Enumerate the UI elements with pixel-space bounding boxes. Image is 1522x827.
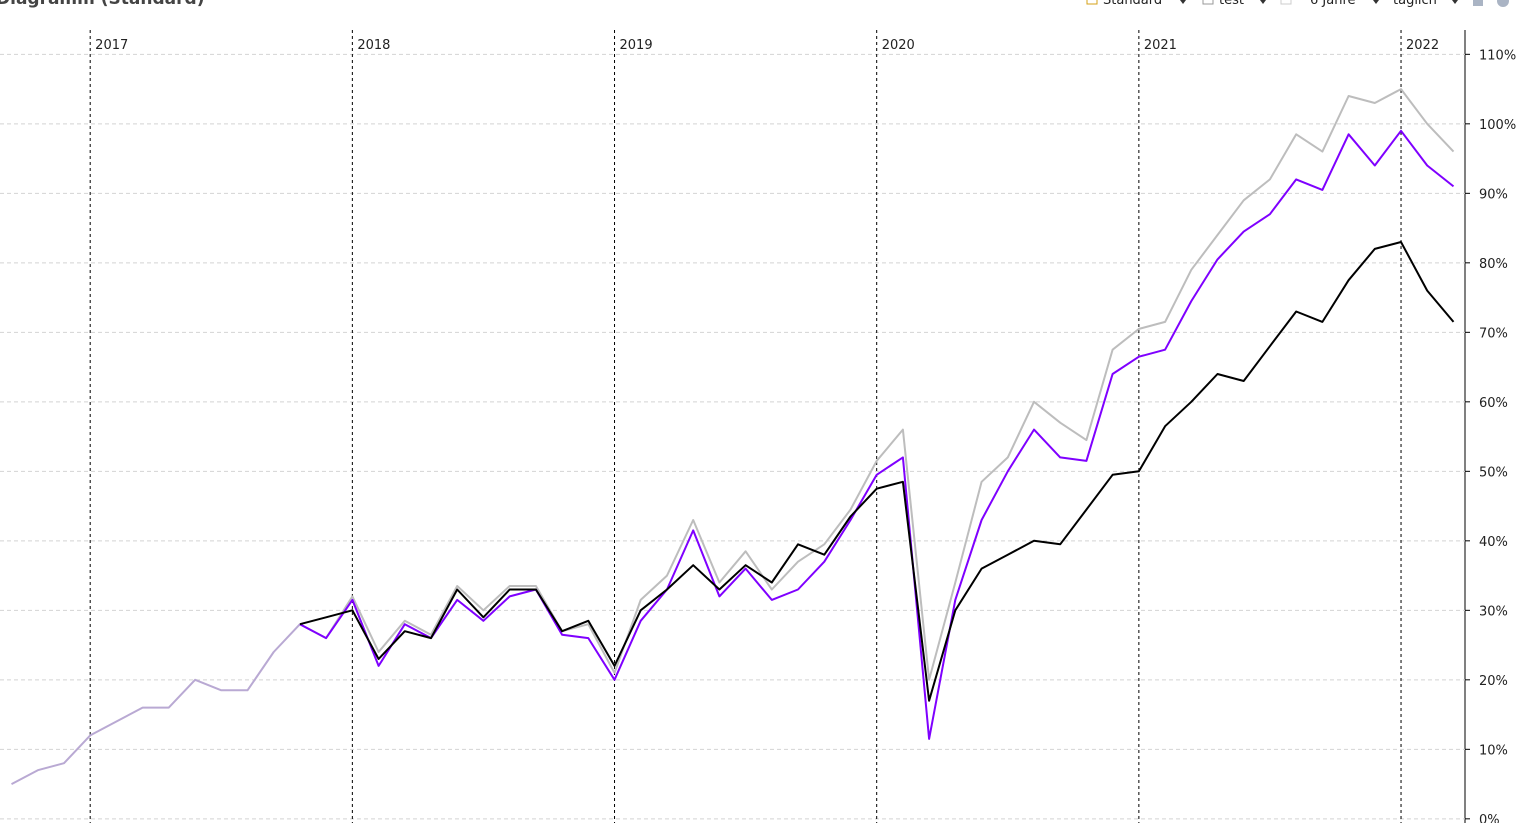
series-line	[11, 623, 301, 785]
y-tick-label: 40%	[1479, 535, 1508, 550]
y-tick-label: 0%	[1479, 813, 1500, 823]
x-tick-label: 2019	[620, 38, 653, 53]
dropdown-arrow[interactable]	[1180, 0, 1186, 4]
dropdown-arrow[interactable]	[1260, 0, 1266, 4]
dropdown[interactable]: test	[1219, 0, 1244, 8]
y-tick-label: 60%	[1479, 396, 1508, 411]
checkbox-icon[interactable]	[1086, 0, 1098, 5]
y-tick-label: 20%	[1479, 674, 1508, 689]
y-tick-label: 110%	[1479, 48, 1516, 63]
x-tick-label: 2022	[1406, 38, 1439, 53]
y-tick-label: 100%	[1479, 118, 1516, 133]
dropdown[interactable]: Standard	[1103, 0, 1162, 8]
y-tick-label: 70%	[1479, 326, 1508, 341]
x-tick-label: 2020	[882, 38, 915, 53]
y-tick-label: 80%	[1479, 257, 1508, 272]
y-tick-label: 30%	[1479, 604, 1508, 619]
x-tick-label: 2017	[95, 38, 128, 53]
export-icon[interactable]	[1473, 0, 1483, 6]
x-tick-label: 2018	[357, 38, 390, 53]
settings-icon[interactable]	[1497, 0, 1509, 7]
chart-title: Diagramm (Standard)	[0, 0, 204, 9]
dropdown-arrow[interactable]	[1452, 0, 1458, 4]
x-tick-label: 2021	[1144, 38, 1177, 53]
checkbox-icon[interactable]	[1202, 0, 1214, 5]
y-tick-label: 10%	[1479, 743, 1508, 758]
series-line	[299, 241, 1455, 702]
range-icon[interactable]	[1280, 0, 1292, 5]
y-tick-label: 90%	[1479, 187, 1508, 202]
dropdown[interactable]: 6 Jahre	[1310, 0, 1356, 8]
y-tick-label: 50%	[1479, 465, 1508, 480]
dropdown[interactable]: täglich	[1393, 0, 1437, 8]
series-line	[299, 88, 1455, 681]
series-line	[299, 129, 1455, 740]
dropdown-arrow[interactable]	[1373, 0, 1379, 4]
